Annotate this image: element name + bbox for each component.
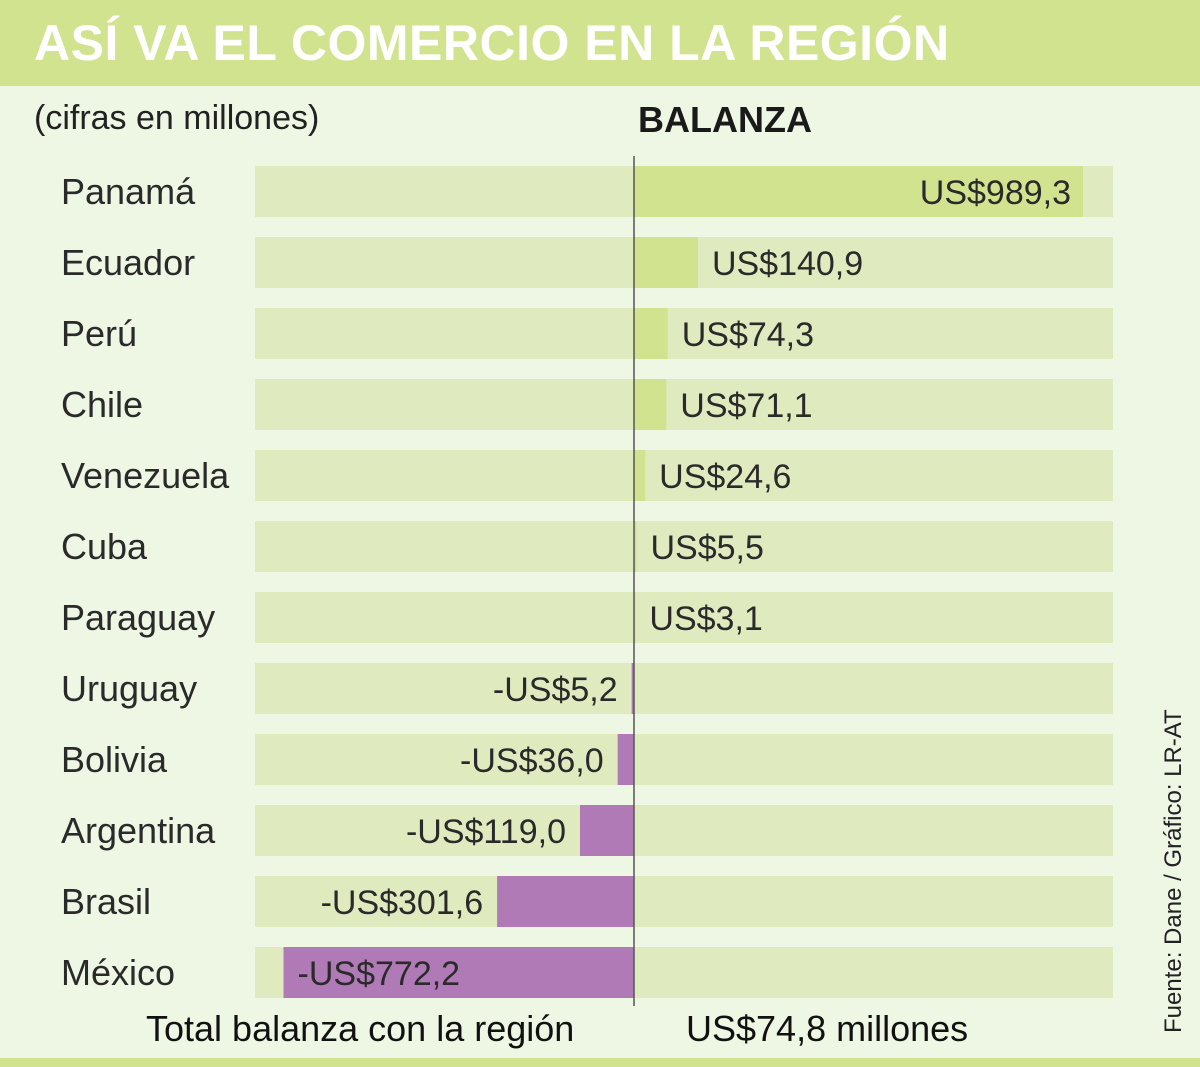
bar-11: [283, 947, 634, 998]
value-label: -US$119,0: [406, 813, 566, 851]
value-label: US$5,5: [650, 529, 763, 567]
category-label: Cuba: [61, 526, 148, 567]
section-title: BALANZA: [638, 99, 812, 140]
value-label: US$989,3: [920, 174, 1071, 212]
bar-track: [255, 379, 1113, 430]
bar-track: [255, 734, 1113, 785]
bar-track: [255, 521, 1113, 572]
bar-1: [634, 237, 698, 288]
source-credit: Fuente: Dane / Gráfico: LR-AT: [1160, 709, 1187, 1033]
bar-0: [634, 166, 1083, 217]
value-label: -US$36,0: [460, 742, 604, 780]
bar-8: [617, 734, 634, 785]
category-label: Ecuador: [61, 242, 195, 283]
bar-track: [255, 805, 1113, 856]
category-label: Perú: [61, 313, 137, 354]
value-label: US$140,9: [712, 245, 863, 283]
bar-track: [255, 308, 1113, 359]
value-label: -US$301,6: [321, 884, 484, 922]
bar-3: [634, 379, 667, 430]
category-label: Panamá: [61, 171, 196, 212]
value-label: -US$772,2: [298, 955, 461, 993]
footer-bar: [0, 1058, 1200, 1067]
value-label: US$71,1: [680, 387, 812, 425]
bar-5: [634, 521, 637, 572]
bar-track: [255, 876, 1113, 927]
category-label: Argentina: [61, 810, 216, 851]
value-label: US$74,3: [682, 316, 814, 354]
header-bar: ASÍ VA EL COMERCIO EN LA REGIÓN: [0, 0, 1200, 86]
bar-track: [255, 663, 1113, 714]
bar-track: [255, 450, 1113, 501]
category-label: México: [61, 952, 175, 993]
bar-10: [497, 876, 634, 927]
category-label: Paraguay: [61, 597, 215, 638]
total-value: US$74,8 millones: [686, 1008, 969, 1049]
bar-7: [631, 663, 634, 714]
units-subtitle: (cifras en millones): [34, 99, 320, 137]
category-label: Brasil: [61, 881, 151, 922]
bar-4: [634, 450, 646, 501]
bar-9: [579, 805, 634, 856]
category-label: Venezuela: [61, 455, 230, 496]
chart-title: ASÍ VA EL COMERCIO EN LA REGIÓN: [34, 15, 950, 71]
value-label: US$24,6: [659, 458, 791, 496]
bar-track: [255, 592, 1113, 643]
category-label: Uruguay: [61, 668, 197, 709]
value-label: -US$5,2: [493, 671, 618, 709]
value-label: US$3,1: [649, 600, 762, 638]
category-label: Bolivia: [61, 739, 168, 780]
total-label: Total balanza con la región: [146, 1008, 575, 1049]
category-label: Chile: [61, 384, 143, 425]
bar-2: [634, 308, 668, 359]
